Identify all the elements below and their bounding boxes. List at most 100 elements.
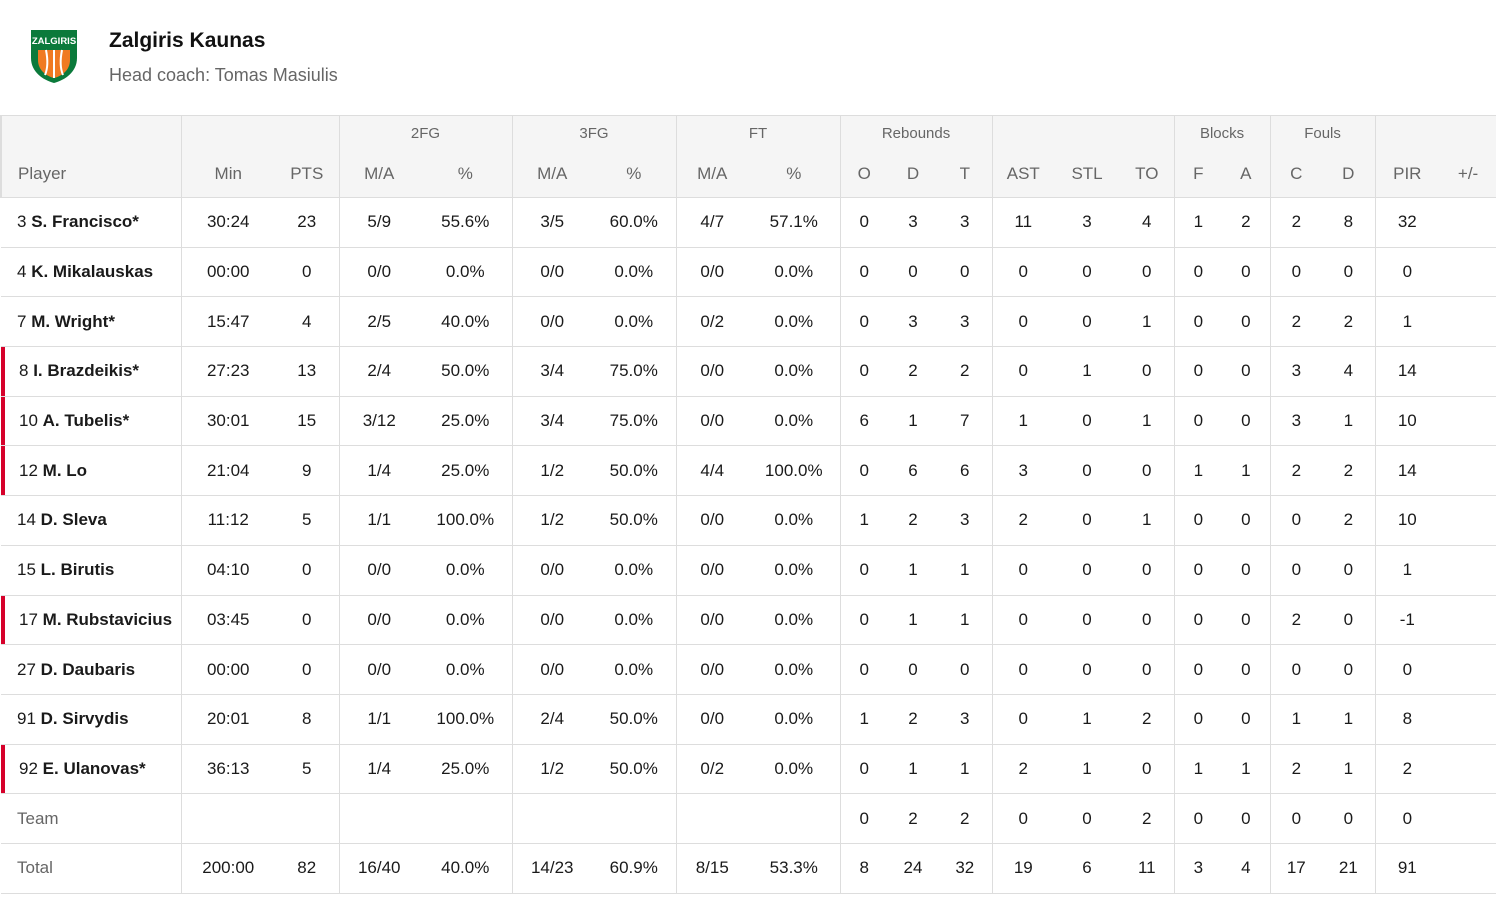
stat-cell: 0.0% [748, 495, 841, 546]
stat-cell: 0 [1120, 644, 1175, 695]
stat-cell: 0 [1173, 544, 1223, 595]
stat-cell: 0 [1173, 693, 1223, 745]
stat-cell: 0.0% [419, 594, 512, 645]
stat-cell: 0 [839, 346, 889, 397]
stat-cell: 0.0% [748, 246, 841, 297]
stat-cell: 75.0% [592, 395, 676, 446]
player-number: 7 [17, 311, 27, 331]
stat-cell: 19 [991, 842, 1055, 894]
stat-cell: 0 [991, 296, 1055, 347]
stat-cell: 0/0 [511, 544, 592, 595]
stat-cell: 0 [1173, 395, 1223, 446]
stat-cell: 20:01 [180, 693, 275, 745]
stat-cell: 0.0% [748, 395, 841, 446]
stat-cell: 2 [938, 346, 993, 397]
column-header: PIR [1374, 150, 1440, 198]
stat-cell: 0.0% [748, 544, 841, 595]
player-cell: Team [1, 793, 181, 844]
player-row: Team 0 2 2 0 0 2 0 0 0 0 0 [1, 793, 1496, 844]
stat-cell [1439, 246, 1496, 297]
player-cell: 10 A. Tubelis* [1, 395, 181, 446]
stat-cell: 25.0% [419, 445, 512, 496]
stat-cell: 3 [1269, 346, 1323, 397]
stat-cell: 0 [1222, 594, 1271, 645]
stat-cell: 0 [991, 544, 1055, 595]
stat-cell: 0 [1269, 495, 1323, 546]
player-cell: 8 I. Brazdeikis* [1, 346, 181, 397]
stat-cell [419, 793, 512, 844]
stat-cell: 8/15 [675, 842, 748, 894]
stat-cell: 2 [991, 743, 1055, 794]
stat-cell: 1 [991, 395, 1055, 446]
stat-cell: 1/2 [511, 445, 592, 496]
stat-cell: 6 [839, 395, 889, 446]
stat-cell: 200:00 [180, 842, 275, 894]
stat-cell: 1 [1374, 296, 1440, 347]
stat-cell: 0/0 [338, 246, 419, 297]
stat-cell: 0 [1120, 544, 1175, 595]
stat-cell: 0 [275, 246, 339, 297]
player-number: 17 [19, 609, 38, 629]
stat-cell: 3 [991, 445, 1055, 496]
stat-cell [592, 793, 676, 844]
column-header: TO [1135, 163, 1159, 183]
stat-cell: 13 [275, 346, 339, 397]
stat-cell: 2/4 [338, 346, 419, 397]
column-header: +/- [1457, 163, 1479, 183]
stat-cell: 3 [888, 296, 939, 347]
stat-cell: 2 [1269, 445, 1323, 496]
stat-cell: 0 [1054, 395, 1121, 446]
stat-cell [1439, 544, 1496, 595]
stat-cell: 0 [1054, 445, 1121, 496]
stat-cell: 0 [888, 246, 939, 297]
stat-cell: 2 [991, 495, 1055, 546]
stat-cell: 2 [1222, 197, 1271, 248]
stat-cell: 2/4 [511, 693, 592, 745]
stat-cell: 0/0 [338, 544, 419, 595]
stat-cell: 2 [888, 495, 939, 546]
stat-cell: 0 [1173, 793, 1223, 844]
stat-cell [338, 793, 419, 844]
stat-cell: 11:12 [180, 495, 275, 546]
stat-cell: 15 [275, 395, 339, 446]
player-cell: 91 D. Sirvydis [1, 693, 181, 745]
stat-cell: -1 [1374, 594, 1440, 645]
column-header: C [1269, 150, 1323, 198]
stat-cell: 0 [275, 644, 339, 695]
stat-cell: 0/0 [675, 644, 748, 695]
stat-cell: 0 [1269, 544, 1323, 595]
stat-cell: 14 [1374, 445, 1440, 496]
stat-cell: 21:04 [180, 445, 275, 496]
stat-cell: 32 [1374, 197, 1440, 248]
player-name: S. Francisco* [31, 212, 139, 232]
stat-cell: 100.0% [419, 693, 512, 745]
stat-cell: 0 [1222, 246, 1271, 297]
group-header-empty [1374, 115, 1496, 150]
stat-cell: 75.0% [592, 346, 676, 397]
player-name: L. Birutis [40, 560, 115, 580]
player-number: 8 [19, 361, 29, 381]
player-cell: 7 M. Wright* [1, 296, 181, 347]
stat-cell: 2 [888, 346, 939, 397]
stat-cell: 0/0 [338, 644, 419, 695]
stat-cell: 11 [991, 197, 1055, 248]
stat-cell: 0 [991, 346, 1055, 397]
stat-cell: 1/1 [338, 495, 419, 546]
stat-cell: 1 [1054, 743, 1121, 794]
stat-cell: 1/4 [338, 445, 419, 496]
stat-cell: 0.0% [748, 296, 841, 347]
stat-cell: 14 [1374, 346, 1440, 397]
stat-cell: 0 [1222, 644, 1271, 695]
stat-cell: 55.6% [419, 197, 512, 248]
stat-cell: 2 [1269, 197, 1323, 248]
stat-cell: 0 [1054, 594, 1121, 645]
stat-cell: 2 [1120, 693, 1175, 745]
stat-cell: 0 [1374, 793, 1440, 844]
stat-cell: 91 [1374, 842, 1440, 894]
stat-cell: 0 [839, 743, 889, 794]
stat-cell: 0.0% [592, 296, 676, 347]
stat-cell: 0 [888, 644, 939, 695]
stat-cell [511, 793, 592, 844]
stat-cell: 0.0% [592, 246, 676, 297]
